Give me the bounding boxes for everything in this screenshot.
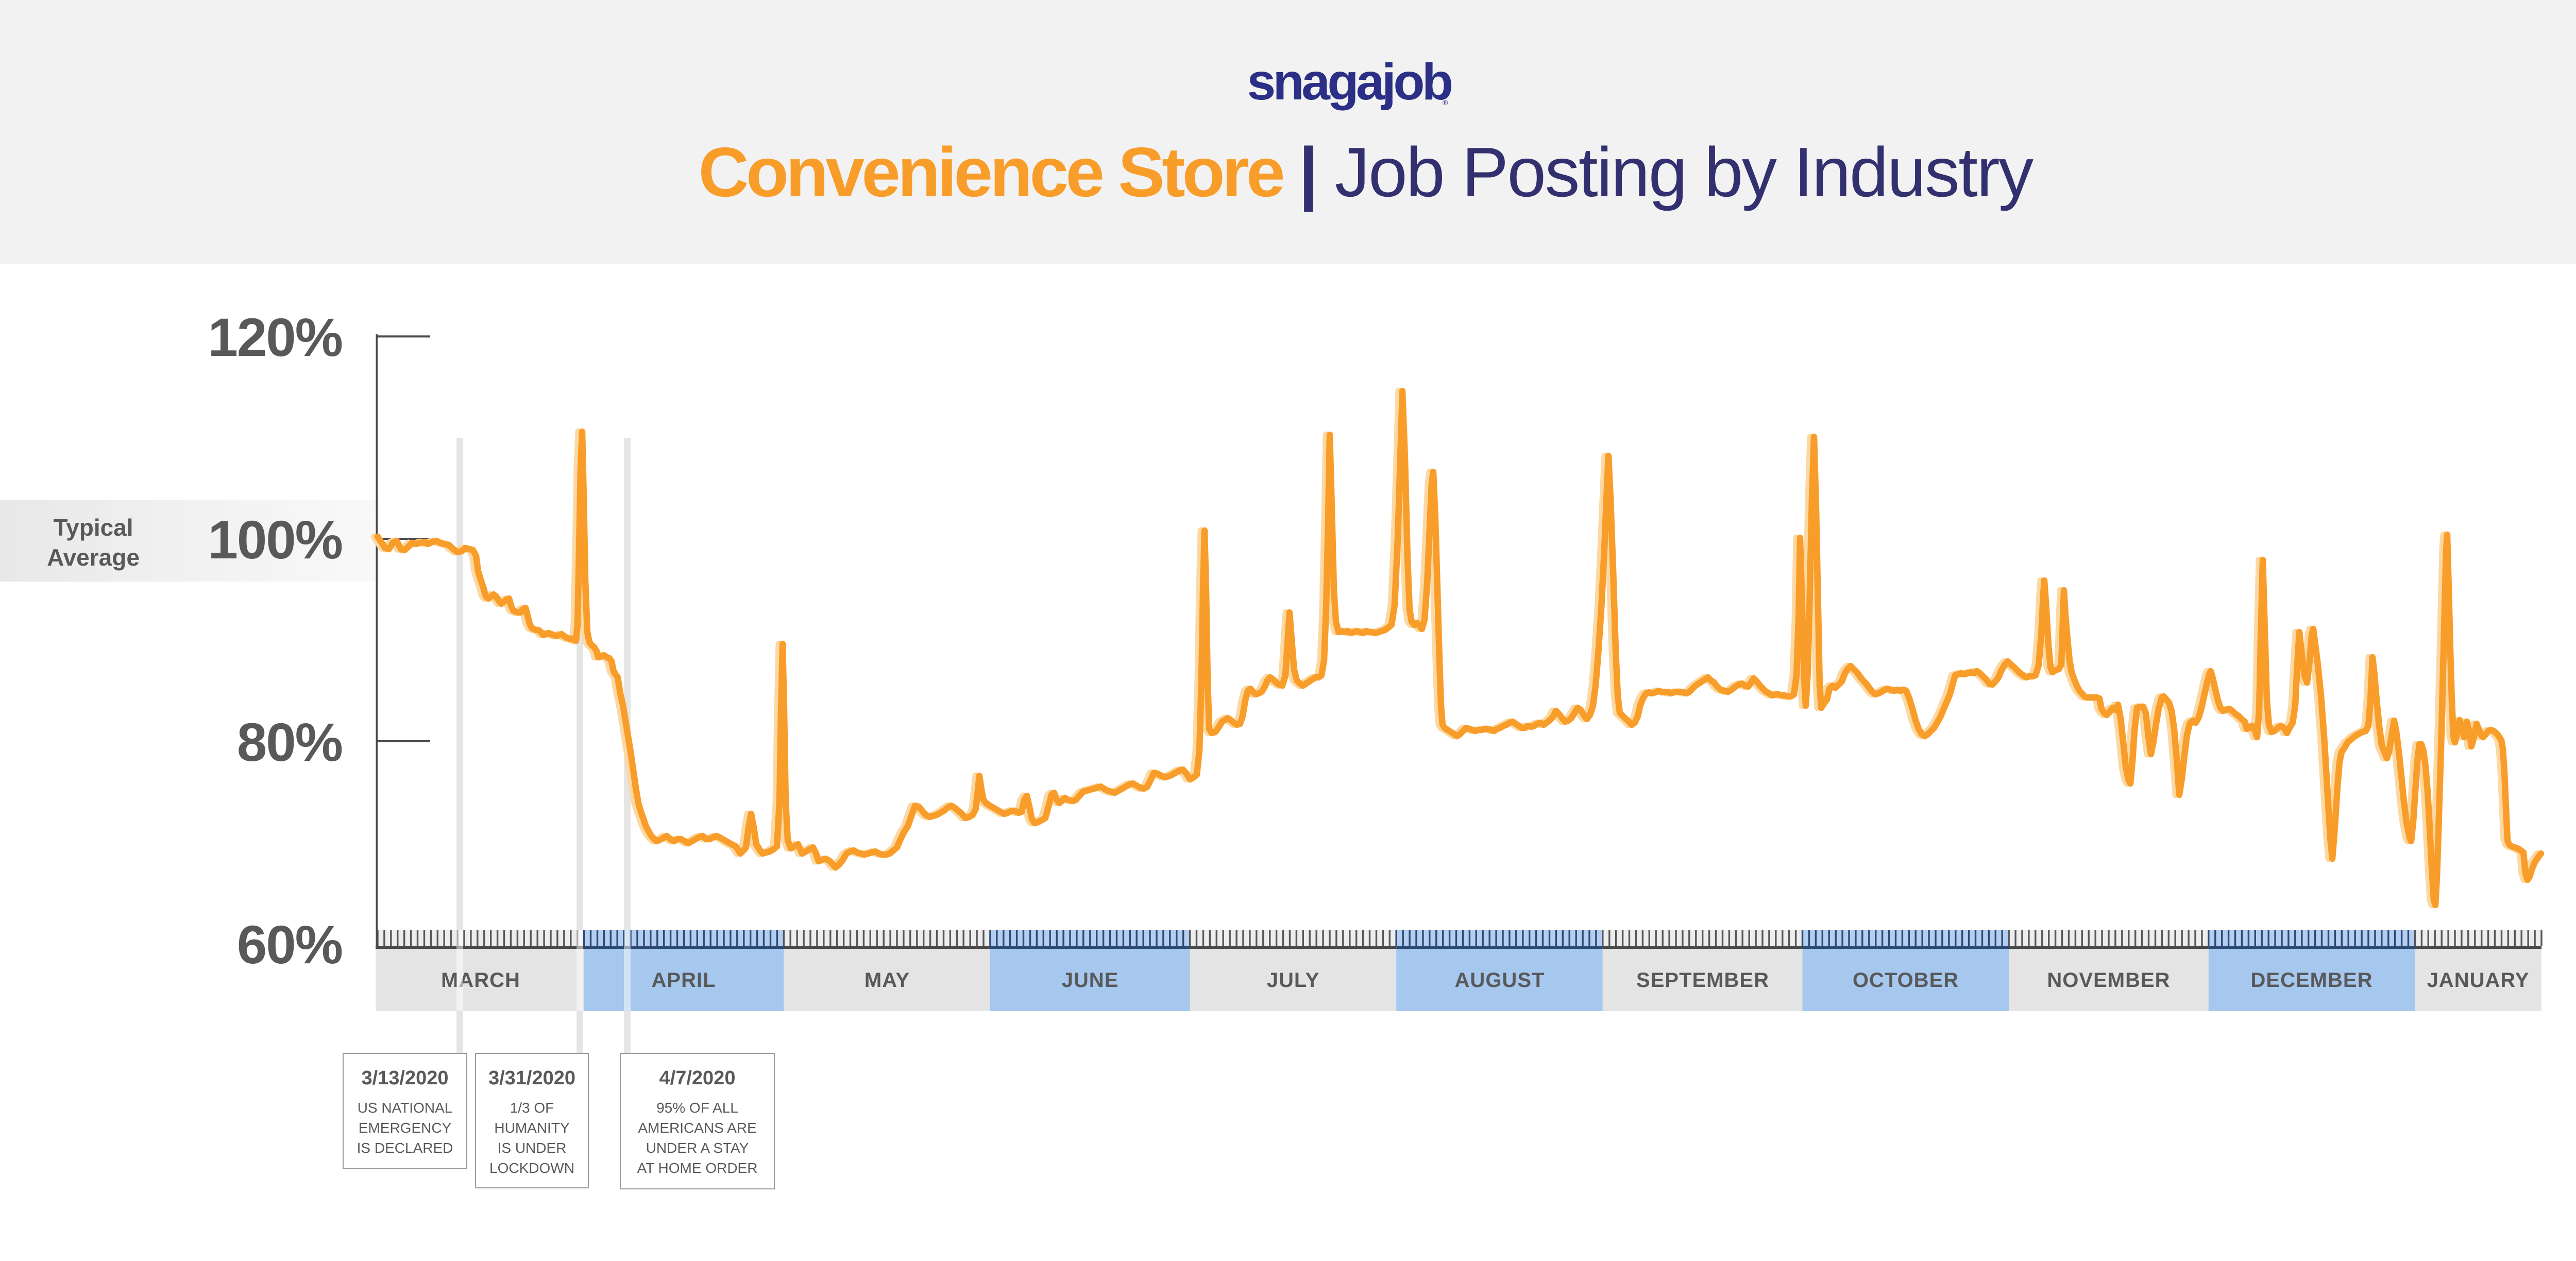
- svg-text:120%: 120%: [208, 308, 342, 368]
- svg-text:AUGUST: AUGUST: [1455, 969, 1545, 992]
- svg-text:4/7/2020: 4/7/2020: [659, 1067, 736, 1089]
- svg-text:IS DECLARED: IS DECLARED: [357, 1140, 453, 1156]
- svg-text:US NATIONAL: US NATIONAL: [358, 1100, 453, 1116]
- svg-text:Convenience Store | Job Postin: Convenience Store | Job Posting by Indus…: [699, 133, 2034, 212]
- svg-text:HUMANITY: HUMANITY: [494, 1120, 570, 1136]
- svg-text:DECEMBER: DECEMBER: [2251, 969, 2373, 992]
- svg-text:OCTOBER: OCTOBER: [1853, 969, 1959, 992]
- svg-text:Average: Average: [47, 544, 140, 571]
- svg-text:®: ®: [1443, 98, 1448, 107]
- svg-text:60%: 60%: [237, 915, 342, 975]
- svg-text:NOVEMBER: NOVEMBER: [2047, 969, 2170, 992]
- svg-text:JULY: JULY: [1267, 969, 1320, 992]
- svg-text:Typical: Typical: [53, 514, 133, 541]
- svg-text:95% OF ALL: 95% OF ALL: [656, 1100, 738, 1116]
- svg-text:AMERICANS ARE: AMERICANS ARE: [638, 1120, 756, 1136]
- svg-text:AT HOME ORDER: AT HOME ORDER: [637, 1160, 758, 1176]
- svg-text:MAY: MAY: [865, 969, 910, 992]
- svg-text:snagajob: snagajob: [1247, 53, 1451, 111]
- svg-text:UNDER A STAY: UNDER A STAY: [646, 1140, 749, 1156]
- svg-text:1/3 OF: 1/3 OF: [510, 1100, 554, 1116]
- svg-text:MARCH: MARCH: [441, 969, 520, 992]
- svg-text:80%: 80%: [237, 712, 342, 773]
- svg-text:APRIL: APRIL: [652, 969, 716, 992]
- svg-text:3/31/2020: 3/31/2020: [488, 1067, 575, 1089]
- svg-text:LOCKDOWN: LOCKDOWN: [489, 1160, 574, 1176]
- svg-text:SEPTEMBER: SEPTEMBER: [1636, 969, 1769, 992]
- svg-text:IS UNDER: IS UNDER: [498, 1140, 567, 1156]
- svg-text:EMERGENCY: EMERGENCY: [359, 1120, 452, 1136]
- svg-text:100%: 100%: [208, 510, 342, 570]
- svg-text:JUNE: JUNE: [1062, 969, 1119, 992]
- svg-text:JANUARY: JANUARY: [2427, 969, 2530, 992]
- svg-text:3/13/2020: 3/13/2020: [361, 1067, 448, 1089]
